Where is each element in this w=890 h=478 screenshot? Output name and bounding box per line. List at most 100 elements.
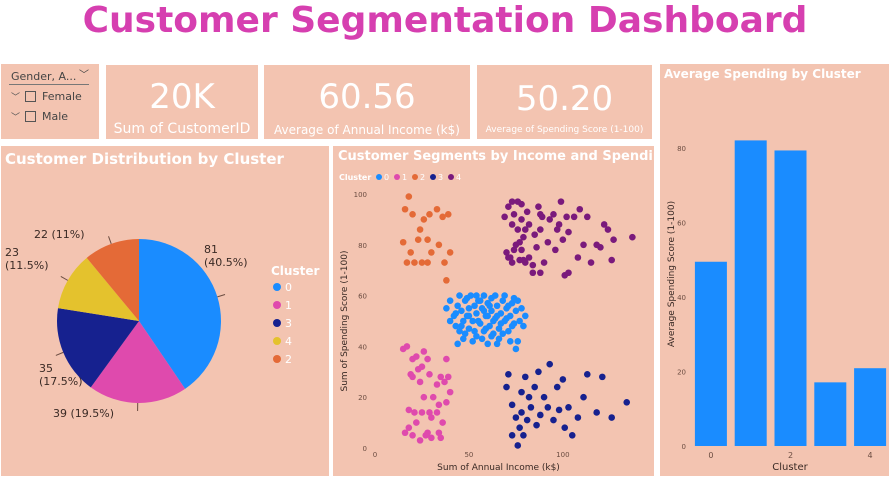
legend-label: 1 xyxy=(285,299,292,312)
scatter-point-cluster-0 xyxy=(446,317,454,325)
scatter-point-cluster-1 xyxy=(418,409,426,416)
scatter-point-cluster-0 xyxy=(505,302,512,310)
scatter-point-cluster-1 xyxy=(422,432,430,439)
scatter-point-cluster-4 xyxy=(525,221,533,228)
scatter-point-cluster-0 xyxy=(484,312,492,320)
slicer-item-male[interactable]: ﹀ Male xyxy=(11,110,68,123)
scatter-point-cluster-1 xyxy=(443,355,450,363)
scatter-point-cluster-0 xyxy=(505,327,512,335)
checkbox-female[interactable] xyxy=(25,91,36,102)
scatter-point-cluster-3 xyxy=(518,409,525,416)
legend-label: 2 xyxy=(285,353,292,366)
scatter-point-cluster-1 xyxy=(435,429,443,437)
scatter-point-cluster-1 xyxy=(437,373,445,381)
scatter-point-cluster-0 xyxy=(456,292,463,299)
chart-title: Average Spending by Cluster xyxy=(664,67,861,81)
scatter-point-cluster-2 xyxy=(424,236,431,244)
slicer-divider xyxy=(9,84,89,85)
x-tick-label: 0 xyxy=(373,451,377,459)
scatter-point-cluster-3 xyxy=(583,371,591,378)
slicer-item-female[interactable]: ﹀ Female xyxy=(11,90,82,103)
scatter-chart-panel: Customer Segments by Income and Spending… xyxy=(333,146,671,476)
scatter-point-cluster-4 xyxy=(506,254,514,261)
scatter-point-cluster-1 xyxy=(428,434,435,442)
scatter-point-cluster-2 xyxy=(433,205,441,213)
y-tick-label: 100 xyxy=(354,191,367,199)
scatter-point-cluster-0 xyxy=(520,322,527,330)
scatter-point-cluster-3 xyxy=(559,376,567,383)
chevron-down-icon[interactable]: ﹀ xyxy=(11,93,21,103)
gender-slicer[interactable]: Gender, A... ﹀ ﹀ Female ﹀ Male xyxy=(1,64,99,139)
scatter-point-cluster-3 xyxy=(523,416,531,424)
scatter-point-cluster-4 xyxy=(559,236,567,244)
scatter-point-cluster-0 xyxy=(506,338,514,345)
kpi-label: Average of Annual Income (k$) xyxy=(274,123,460,137)
scatter-point-cluster-0 xyxy=(459,335,467,343)
pie-slice-4 xyxy=(58,257,140,321)
scatter-point-cluster-0 xyxy=(490,317,497,325)
y-tick-label: 20 xyxy=(358,394,367,402)
scatter-point-cluster-0 xyxy=(475,317,482,325)
y-tick-label: 60 xyxy=(677,220,686,228)
chevron-down-icon[interactable]: ﹀ xyxy=(79,70,89,81)
scatter-point-cluster-3 xyxy=(561,424,569,431)
scatter-point-cluster-4 xyxy=(520,233,527,241)
pie-data-label: (17.5%) xyxy=(39,375,83,388)
scatter-point-cluster-3 xyxy=(574,414,582,421)
scatter-point-cluster-0 xyxy=(501,292,508,299)
scatter-point-cluster-4 xyxy=(508,198,516,205)
scatter-point-cluster-3 xyxy=(540,393,548,401)
legend-marker xyxy=(430,174,436,180)
scatter-point-cluster-3 xyxy=(535,368,542,376)
scatter-point-cluster-3 xyxy=(593,409,600,416)
scatter-point-cluster-4 xyxy=(629,233,636,241)
legend-label: 4 xyxy=(456,173,461,182)
scatter-point-cluster-2 xyxy=(401,205,409,213)
scatter-point-cluster-4 xyxy=(510,211,518,218)
scatter-point-cluster-4 xyxy=(557,198,565,205)
scatter-point-cluster-3 xyxy=(555,406,563,414)
y-tick-label: 40 xyxy=(358,343,367,351)
scatter-point-cluster-0 xyxy=(452,322,460,330)
scatter-point-cluster-4 xyxy=(544,238,552,246)
scatter-point-cluster-0 xyxy=(495,335,503,343)
scatter-point-cluster-3 xyxy=(546,360,554,368)
y-tick-label: 40 xyxy=(677,294,686,302)
pie-data-label: (11.5%) xyxy=(5,259,49,272)
kpi-label: Sum of CustomerID xyxy=(113,121,251,137)
kpi-card-customers: 20K Sum of CustomerID xyxy=(106,65,258,139)
scatter-point-cluster-4 xyxy=(565,228,572,236)
scatter-point-cluster-1 xyxy=(429,393,437,401)
scatter-point-cluster-0 xyxy=(458,307,465,315)
scatter-point-cluster-0 xyxy=(459,317,467,325)
pie-chart: 81(40.5%)39 (19.5%)35(17.5%)23(11.5%)22 … xyxy=(5,228,319,420)
scatter-point-cluster-4 xyxy=(563,213,570,221)
y-tick-label: 80 xyxy=(677,145,686,153)
scatter-point-cluster-4 xyxy=(610,236,617,244)
scatter-point-cluster-4 xyxy=(604,226,612,233)
kpi-value: 60.56 xyxy=(318,77,416,117)
scatter-point-cluster-4 xyxy=(580,241,587,249)
scatter-point-cluster-0 xyxy=(473,332,480,340)
scatter-point-cluster-4 xyxy=(587,259,595,266)
scatter-point-cluster-2 xyxy=(444,211,452,218)
slicer-title: Gender, A... xyxy=(11,70,77,83)
pie-slice-3 xyxy=(56,308,139,388)
scatter-point-cluster-0 xyxy=(465,305,473,312)
scatter-point-cluster-2 xyxy=(409,211,416,218)
scatter-point-cluster-3 xyxy=(599,373,606,381)
scatter-point-cluster-0 xyxy=(473,292,480,299)
scatter-point-cluster-2 xyxy=(407,249,414,256)
scatter-point-cluster-1 xyxy=(401,429,409,437)
scatter-point-cluster-0 xyxy=(471,327,478,335)
chevron-down-icon[interactable]: ﹀ xyxy=(11,113,21,123)
slicer-item-label: Male xyxy=(42,110,69,123)
y-tick-label: 0 xyxy=(682,443,686,451)
scatter-point-cluster-0 xyxy=(486,302,493,310)
y-tick-label: 80 xyxy=(358,242,367,250)
scatter-point-cluster-0 xyxy=(503,315,510,322)
y-tick-label: 60 xyxy=(358,293,367,301)
checkbox-male[interactable] xyxy=(25,111,36,122)
legend-marker xyxy=(273,355,281,363)
